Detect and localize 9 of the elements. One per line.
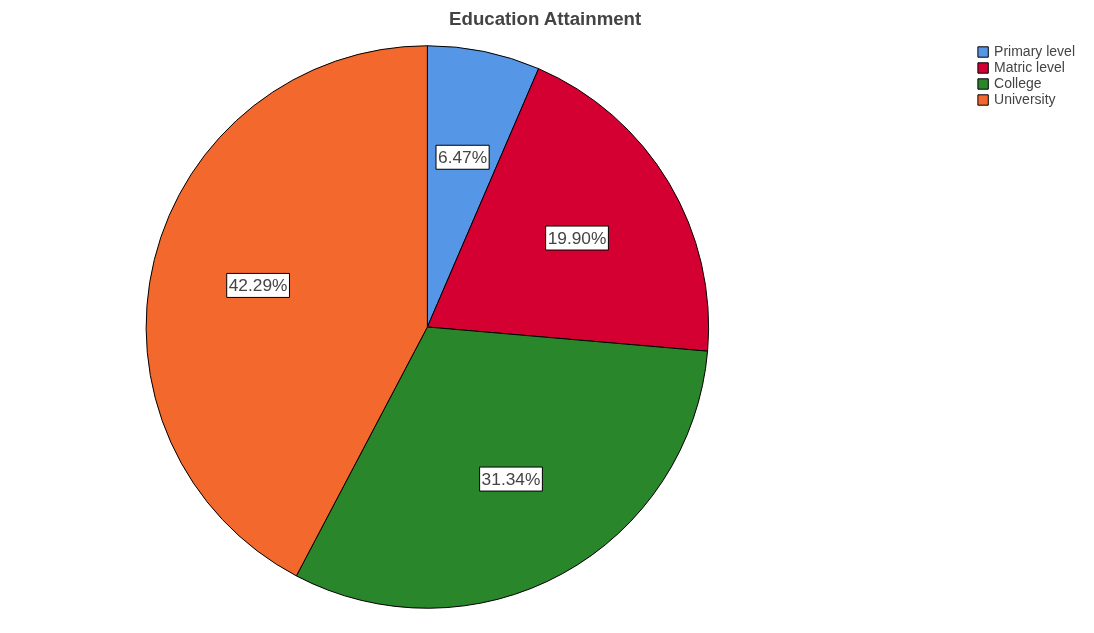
legend-label: Matric level [994,59,1065,75]
legend-label: Primary level [994,43,1075,59]
chart-title: Education Attainment [449,7,642,29]
legend-label: College [994,75,1042,91]
data-label: 42.29% [228,275,288,296]
data-label: 6.47% [438,147,488,168]
data-label: 31.34% [481,469,541,490]
legend-label: University [994,91,1056,107]
data-label: 19.90% [547,228,607,249]
